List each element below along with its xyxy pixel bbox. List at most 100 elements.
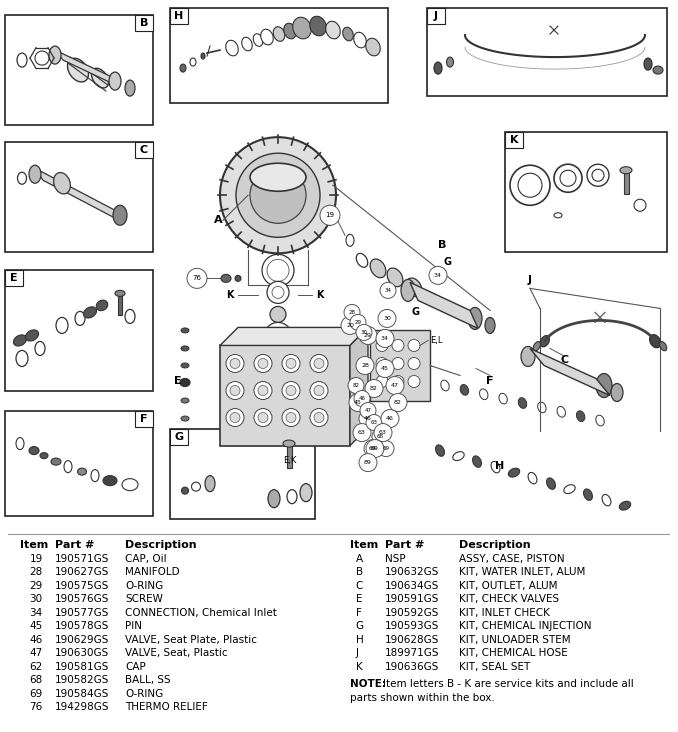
Circle shape [320, 205, 340, 225]
Text: J: J [355, 649, 359, 658]
Text: CONNECTION, Chemical Inlet: CONNECTION, Chemical Inlet [125, 608, 277, 618]
Text: 28: 28 [30, 567, 43, 578]
Polygon shape [35, 168, 123, 223]
Circle shape [187, 269, 207, 288]
Ellipse shape [473, 456, 481, 467]
Bar [170, 428, 315, 519]
Polygon shape [530, 348, 610, 395]
Text: Item letters B - K are service kits and include all: Item letters B - K are service kits and … [383, 679, 634, 690]
Bar [5, 270, 153, 390]
Text: 63: 63 [379, 430, 387, 435]
Polygon shape [350, 327, 368, 446]
Text: 28: 28 [348, 310, 355, 315]
Bar [624, 172, 629, 194]
Ellipse shape [283, 440, 295, 447]
Ellipse shape [96, 300, 108, 310]
Circle shape [376, 329, 394, 348]
Text: NOTE:: NOTE: [350, 679, 386, 690]
Circle shape [587, 164, 609, 186]
Circle shape [378, 441, 394, 457]
Text: 19: 19 [325, 212, 334, 218]
Text: KIT, INLET CHECK: KIT, INLET CHECK [459, 608, 550, 618]
Polygon shape [370, 330, 430, 400]
Text: Part #: Part # [55, 540, 94, 550]
Text: VALVE, Seat, Plastic: VALVE, Seat, Plastic [125, 649, 228, 658]
Ellipse shape [181, 363, 189, 368]
Circle shape [408, 357, 420, 370]
Ellipse shape [644, 58, 652, 70]
Bar [118, 296, 122, 315]
Text: Description: Description [459, 540, 531, 550]
Ellipse shape [406, 278, 422, 296]
Text: H: H [355, 635, 363, 645]
Text: SCREW: SCREW [125, 594, 163, 604]
Circle shape [356, 356, 374, 375]
Circle shape [310, 354, 328, 373]
Circle shape [366, 414, 382, 430]
Ellipse shape [180, 64, 186, 72]
Ellipse shape [499, 393, 507, 404]
Circle shape [348, 378, 364, 394]
Ellipse shape [620, 167, 632, 173]
Text: KIT, OUTLET, ALUM: KIT, OUTLET, ALUM [459, 580, 557, 591]
Ellipse shape [181, 346, 189, 351]
Text: 82: 82 [370, 386, 378, 391]
Circle shape [258, 386, 268, 395]
Bar [135, 142, 153, 158]
Ellipse shape [68, 59, 89, 82]
Ellipse shape [35, 341, 45, 356]
Ellipse shape [325, 21, 340, 39]
Ellipse shape [401, 280, 415, 302]
Circle shape [376, 340, 388, 351]
Circle shape [258, 413, 268, 422]
Ellipse shape [191, 482, 201, 491]
Ellipse shape [611, 384, 623, 402]
Text: G: G [443, 258, 451, 267]
Ellipse shape [273, 27, 285, 41]
Ellipse shape [83, 307, 96, 318]
Circle shape [314, 413, 324, 422]
Text: 29: 29 [30, 580, 43, 591]
Text: 190582GS: 190582GS [55, 676, 109, 685]
Ellipse shape [201, 53, 205, 59]
Circle shape [374, 424, 392, 441]
Circle shape [254, 354, 272, 373]
Text: CAP, Oil: CAP, Oil [125, 553, 167, 564]
Text: 194298GS: 194298GS [55, 702, 109, 712]
Ellipse shape [109, 72, 121, 90]
Text: 47: 47 [30, 649, 43, 658]
Text: 190630GS: 190630GS [55, 649, 109, 658]
Text: C: C [355, 580, 363, 591]
Circle shape [376, 376, 388, 387]
Bar [5, 142, 153, 253]
Ellipse shape [602, 494, 611, 506]
Text: 20: 20 [346, 323, 354, 328]
Circle shape [282, 381, 300, 400]
Text: KIT, CHEMICAL HOSE: KIT, CHEMICAL HOSE [459, 649, 567, 658]
Text: F: F [355, 608, 361, 618]
Text: KIT, SEAL SET: KIT, SEAL SET [459, 662, 530, 672]
Ellipse shape [287, 490, 297, 504]
Text: 19: 19 [30, 553, 43, 564]
Circle shape [381, 409, 399, 427]
Text: 76: 76 [193, 275, 201, 281]
Circle shape [220, 137, 336, 253]
Text: 190578GS: 190578GS [55, 621, 109, 631]
Text: 34: 34 [381, 336, 389, 341]
Text: Part #: Part # [385, 540, 424, 550]
Ellipse shape [113, 205, 127, 225]
Circle shape [408, 376, 420, 387]
Circle shape [372, 428, 388, 444]
Text: A: A [355, 553, 363, 564]
Text: 82: 82 [353, 383, 359, 388]
Circle shape [365, 379, 383, 397]
Text: 46: 46 [386, 416, 394, 421]
Ellipse shape [596, 373, 612, 397]
Text: MANIFOLD: MANIFOLD [125, 567, 180, 578]
Ellipse shape [508, 468, 520, 477]
Ellipse shape [49, 46, 61, 64]
Circle shape [226, 381, 244, 400]
Circle shape [560, 171, 576, 186]
Circle shape [286, 413, 296, 422]
Text: 190593GS: 190593GS [385, 621, 439, 631]
